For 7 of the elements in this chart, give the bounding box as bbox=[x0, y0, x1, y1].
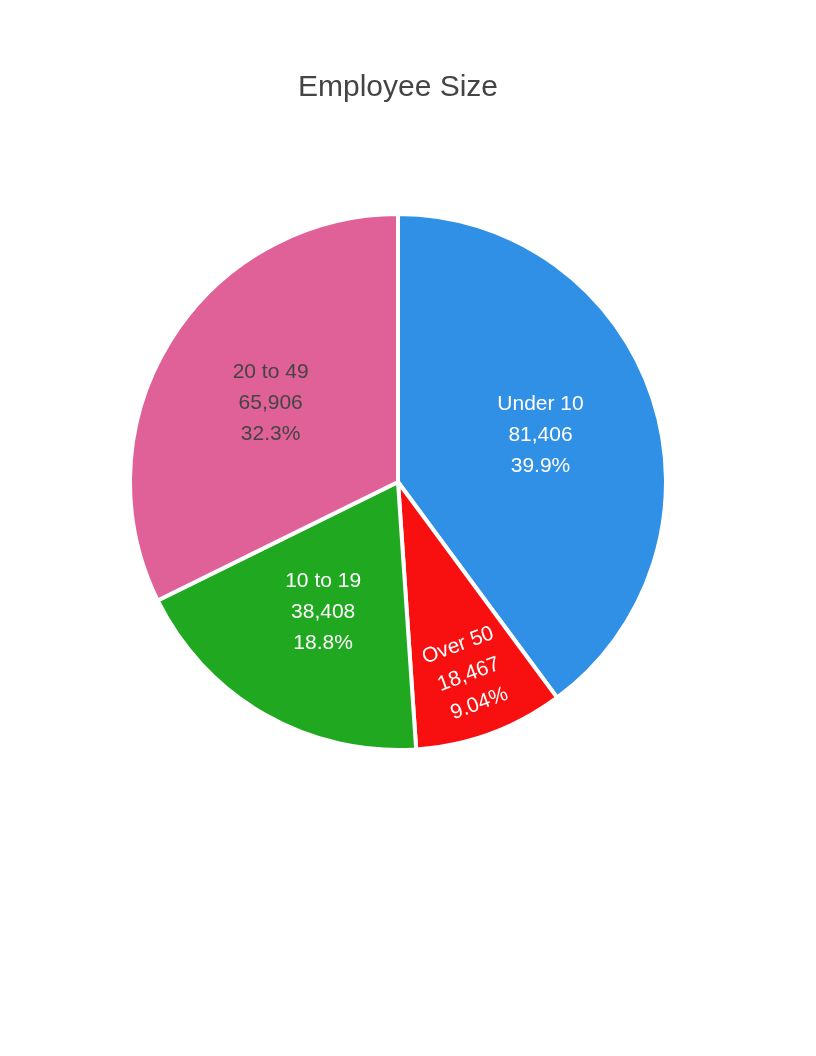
text: 65,906 32.3% bbox=[238, 389, 303, 444]
text: 81,406 39.9% bbox=[508, 422, 573, 477]
text: 38,408 18.8% bbox=[291, 598, 356, 653]
slice-label: Under 10 bbox=[497, 391, 584, 415]
slice-label: 20 to 49 bbox=[232, 358, 309, 382]
slice-label: 10 to 19 bbox=[285, 567, 362, 591]
chart-title: Employee Size bbox=[297, 69, 499, 102]
